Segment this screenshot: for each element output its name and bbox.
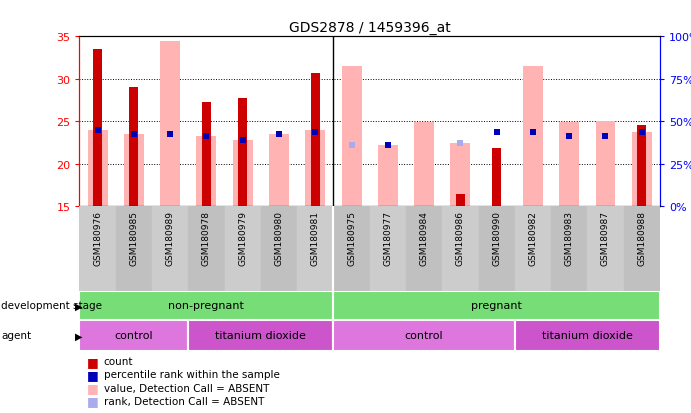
Text: ■: ■ [86,368,98,381]
Text: percentile rank within the sample: percentile rank within the sample [104,370,280,380]
Bar [261,206,297,291]
Bar [414,123,434,206]
Bar [442,206,478,291]
Text: GSM180980: GSM180980 [274,211,283,266]
Bar [188,320,333,351]
Text: ■: ■ [86,355,98,368]
Text: GSM180979: GSM180979 [238,211,247,266]
Text: GSM180985: GSM180985 [129,211,138,266]
Bar [160,41,180,207]
Bar [333,206,370,291]
Bar [333,320,515,351]
Bar [124,135,144,206]
Bar [515,206,551,291]
Bar [492,149,501,206]
Bar [623,206,660,291]
Text: GSM180981: GSM180981 [311,211,320,266]
Bar [333,291,660,320]
Text: GSM180989: GSM180989 [166,211,175,266]
Bar [93,50,102,206]
Bar [523,67,543,206]
Text: agent: agent [1,330,32,341]
Bar [378,145,398,206]
Text: GSM180977: GSM180977 [384,211,392,266]
Text: value, Detection Call = ABSENT: value, Detection Call = ABSENT [104,383,269,393]
Bar [515,320,660,351]
Bar [451,144,471,206]
Text: control: control [405,330,444,341]
Bar [406,206,442,291]
Bar [370,206,406,291]
Bar [587,206,623,291]
Text: GSM180987: GSM180987 [601,211,610,266]
Text: titanium dioxide: titanium dioxide [216,330,306,341]
Text: non-pregnant: non-pregnant [169,301,245,311]
Bar [456,195,465,206]
Bar [188,206,225,291]
Text: GSM180984: GSM180984 [419,211,428,266]
Bar [478,206,515,291]
Bar [632,133,652,206]
Title: GDS2878 / 1459396_at: GDS2878 / 1459396_at [289,21,451,35]
Bar [152,206,188,291]
Text: GSM180988: GSM180988 [637,211,646,266]
Bar [233,140,253,206]
Text: rank, Detection Call = ABSENT: rank, Detection Call = ABSENT [104,396,264,406]
Bar [79,206,116,291]
Text: count: count [104,356,133,366]
Text: GSM180983: GSM180983 [565,211,574,266]
Bar [88,131,108,206]
Text: control: control [115,330,153,341]
Bar [116,206,152,291]
Bar [637,126,646,206]
Text: GSM180990: GSM180990 [492,211,501,266]
Bar [129,88,138,206]
Text: pregnant: pregnant [471,301,522,311]
Text: GSM180976: GSM180976 [93,211,102,266]
Bar [269,135,289,206]
Bar [596,122,616,206]
Text: ▶: ▶ [75,330,82,341]
Text: ■: ■ [86,381,98,394]
Bar [79,320,188,351]
Bar [551,206,587,291]
Text: development stage: development stage [1,301,102,311]
Bar [202,103,211,206]
Bar [196,136,216,206]
Text: GSM180982: GSM180982 [529,211,538,266]
Bar [225,206,261,291]
Text: ■: ■ [86,394,98,408]
Bar [305,131,325,206]
Text: GSM180975: GSM180975 [347,211,356,266]
Text: GSM180978: GSM180978 [202,211,211,266]
Text: titanium dioxide: titanium dioxide [542,330,633,341]
Bar [311,74,320,206]
Bar [297,206,333,291]
Text: ▶: ▶ [75,301,82,311]
Bar [341,67,361,206]
Bar [238,99,247,206]
Text: GSM180986: GSM180986 [456,211,465,266]
Bar [79,291,333,320]
Bar [559,123,579,206]
